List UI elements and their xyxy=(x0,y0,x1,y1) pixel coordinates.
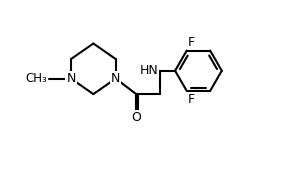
Text: N: N xyxy=(66,72,76,85)
Text: F: F xyxy=(188,93,195,106)
Text: F: F xyxy=(188,36,195,49)
Text: CH₃: CH₃ xyxy=(26,72,48,85)
Text: HN: HN xyxy=(140,64,158,77)
Text: O: O xyxy=(131,111,141,124)
Text: N: N xyxy=(111,72,120,85)
